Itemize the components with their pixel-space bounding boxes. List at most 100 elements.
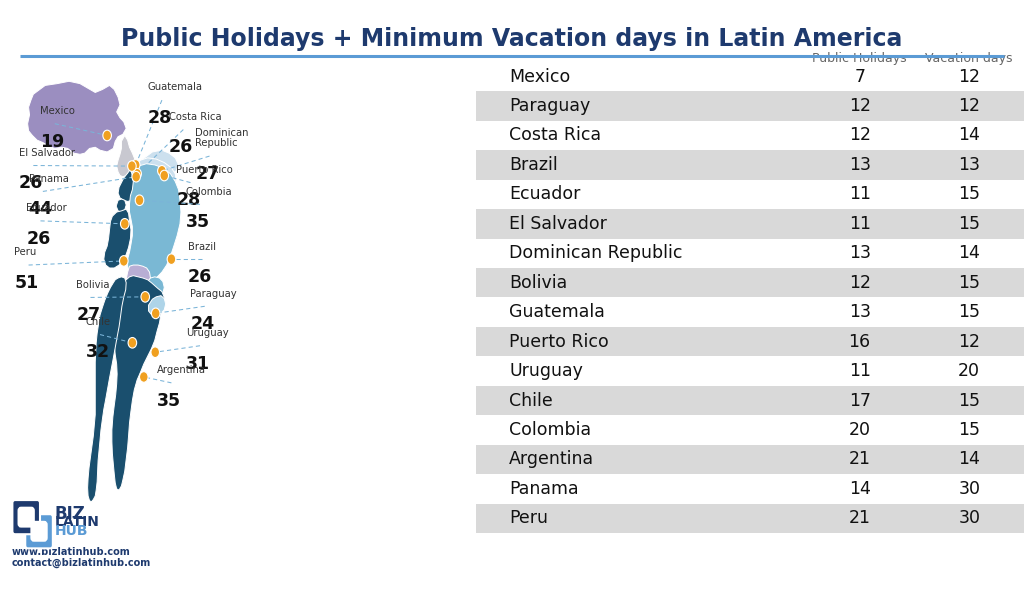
Text: Peru: Peru (14, 247, 37, 257)
Text: Uruguay: Uruguay (509, 362, 583, 380)
Text: Costa Rica: Costa Rica (509, 127, 601, 144)
Bar (476, 386, 1024, 415)
Polygon shape (142, 150, 178, 178)
Text: 15: 15 (958, 392, 980, 409)
Polygon shape (148, 296, 166, 315)
Text: Ecuador: Ecuador (27, 203, 67, 213)
Text: 17: 17 (849, 392, 870, 409)
Text: Chile: Chile (86, 317, 111, 327)
Text: Ecuador: Ecuador (509, 186, 581, 203)
Text: contact@bizlatinhub.com: contact@bizlatinhub.com (12, 557, 152, 568)
Text: 14: 14 (958, 244, 980, 262)
Text: Dominican
Republic: Dominican Republic (196, 128, 249, 148)
Bar (476, 504, 1024, 533)
Polygon shape (28, 81, 126, 154)
Text: Dominican Republic: Dominican Republic (509, 244, 683, 262)
Text: Bolivia: Bolivia (76, 280, 110, 290)
Circle shape (128, 161, 136, 171)
Text: 24: 24 (190, 315, 215, 333)
Text: HUB: HUB (54, 524, 88, 538)
Text: Uruguay: Uruguay (185, 328, 228, 338)
Text: Brazil: Brazil (188, 241, 216, 252)
Text: 16: 16 (849, 333, 870, 350)
Text: 20: 20 (849, 421, 870, 439)
Polygon shape (117, 135, 136, 177)
Text: 12: 12 (958, 333, 980, 350)
Text: 15: 15 (958, 215, 980, 233)
Text: 14: 14 (958, 127, 980, 144)
Text: 28: 28 (147, 109, 172, 127)
FancyBboxPatch shape (12, 500, 40, 534)
Text: Paraguay: Paraguay (190, 289, 238, 299)
Text: Paraguay: Paraguay (509, 97, 590, 115)
Bar (476, 356, 1024, 386)
Text: 30: 30 (958, 480, 980, 498)
Text: 51: 51 (14, 274, 39, 292)
Text: Mexico: Mexico (41, 106, 76, 116)
Text: 32: 32 (86, 343, 110, 362)
Polygon shape (112, 276, 164, 490)
Polygon shape (118, 164, 145, 201)
Text: 13: 13 (849, 303, 870, 321)
Circle shape (141, 292, 150, 302)
Text: 12: 12 (958, 68, 980, 85)
Text: Bolivia: Bolivia (509, 274, 567, 292)
Text: Vacation days: Vacation days (926, 52, 1013, 65)
Text: 35: 35 (185, 213, 210, 231)
Polygon shape (144, 277, 164, 299)
Text: 21: 21 (849, 451, 870, 468)
Bar (476, 91, 1024, 121)
Text: 12: 12 (849, 97, 870, 115)
Text: 20: 20 (958, 362, 980, 380)
Bar (476, 268, 1024, 297)
Polygon shape (128, 164, 181, 283)
Text: Public Holidays: Public Holidays (812, 52, 907, 65)
Bar (476, 445, 1024, 474)
Circle shape (160, 170, 169, 181)
Polygon shape (103, 209, 131, 268)
Circle shape (121, 219, 129, 229)
Text: 13: 13 (849, 244, 870, 262)
Text: 21: 21 (849, 509, 870, 527)
Text: 15: 15 (958, 274, 980, 292)
Text: 13: 13 (849, 156, 870, 174)
Circle shape (152, 308, 160, 319)
Polygon shape (162, 165, 167, 170)
Polygon shape (126, 265, 151, 292)
Text: Brazil: Brazil (509, 156, 558, 174)
Text: 7: 7 (854, 68, 865, 85)
Text: Colombia: Colombia (509, 421, 591, 439)
Bar (476, 209, 1024, 239)
FancyBboxPatch shape (26, 514, 53, 548)
Circle shape (139, 372, 148, 382)
Text: 14: 14 (849, 480, 870, 498)
Text: 15: 15 (958, 421, 980, 439)
Text: Peru: Peru (509, 509, 548, 527)
Text: 11: 11 (849, 362, 870, 380)
Circle shape (133, 168, 141, 179)
Text: Costa Rica: Costa Rica (169, 112, 221, 122)
Text: 27: 27 (196, 165, 219, 183)
Circle shape (131, 160, 140, 170)
Circle shape (102, 130, 112, 141)
Text: Guatemala: Guatemala (147, 82, 203, 92)
Text: 27: 27 (76, 306, 100, 325)
Text: 12: 12 (849, 274, 870, 292)
Bar (476, 297, 1024, 327)
Text: Argentina: Argentina (157, 365, 206, 375)
Text: 26: 26 (27, 230, 50, 248)
Text: 13: 13 (958, 156, 980, 174)
Circle shape (120, 256, 128, 266)
Circle shape (158, 166, 166, 176)
FancyBboxPatch shape (18, 508, 34, 527)
Polygon shape (135, 158, 176, 193)
Text: 11: 11 (849, 215, 870, 233)
Text: Public Holidays + Minimum Vacation days in Latin America: Public Holidays + Minimum Vacation days … (121, 27, 903, 51)
Text: 30: 30 (958, 509, 980, 527)
Circle shape (151, 347, 160, 358)
Text: 26: 26 (188, 268, 212, 286)
Text: 12: 12 (849, 127, 870, 144)
Circle shape (132, 171, 140, 182)
Text: 44: 44 (29, 200, 52, 219)
Text: Guatemala: Guatemala (509, 303, 605, 321)
